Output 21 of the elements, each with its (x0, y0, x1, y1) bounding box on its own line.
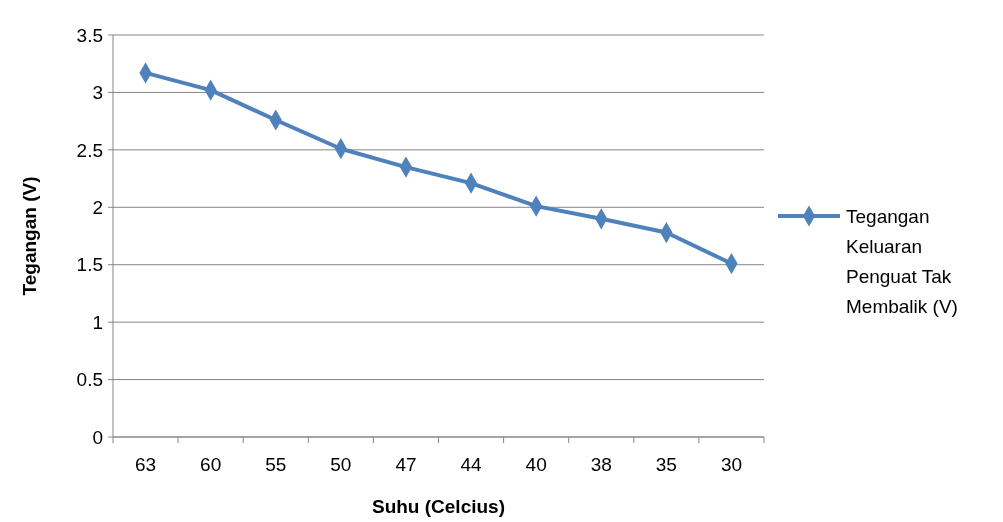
x-axis-title: Suhu (Celcius) (371, 496, 506, 517)
legend-label: Tegangan Keluaran Penguat Tak Membalik (V) (846, 205, 958, 317)
y-axis-title: Tegangan (V) (19, 176, 40, 296)
y-tick-label: 1.5 (76, 254, 103, 276)
y-tick-label: 0.5 (76, 369, 103, 391)
y-tick-label: 2.5 (76, 139, 103, 161)
x-tick-label: 60 (200, 454, 222, 475)
x-tick-label: 50 (330, 454, 352, 475)
x-tick-label: 44 (460, 454, 483, 475)
x-tick-label: 63 (134, 454, 157, 475)
y-tick-label: 1 (92, 311, 103, 333)
x-tick-label: 40 (525, 454, 547, 475)
x-tick-label: 55 (265, 454, 287, 475)
x-tick-label: 38 (590, 454, 612, 475)
y-tick-label: 3 (92, 82, 103, 104)
y-tick-label: 0 (92, 426, 103, 448)
x-tick-label: 30 (720, 454, 743, 475)
y-tick-label: 2 (92, 196, 103, 218)
x-tick-label: 47 (395, 454, 417, 475)
x-tick-label: 35 (655, 454, 677, 475)
y-tick-label: 3.5 (76, 24, 103, 46)
